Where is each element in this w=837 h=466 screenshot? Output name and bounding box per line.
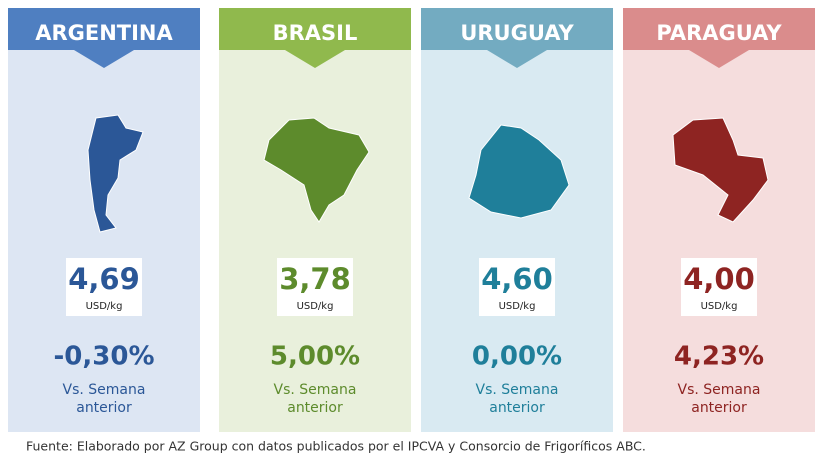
change-caption: anterior — [287, 400, 343, 416]
card-background — [623, 8, 815, 432]
price-value: 4,60 — [481, 262, 553, 296]
change-caption: anterior — [489, 400, 545, 416]
weekly-change: 5,00% — [270, 342, 360, 372]
country-map — [672, 117, 769, 223]
card-header — [8, 8, 200, 68]
card-header — [421, 8, 613, 68]
country-name: PARAGUAY — [656, 21, 782, 45]
country-name: URUGUAY — [460, 21, 574, 45]
weekly-change: -0,30% — [54, 342, 155, 372]
card-background — [421, 8, 613, 432]
country-card: PARAGUAY 4,00 USD/kg 4,23% Vs. Semana anterio… — [623, 8, 815, 432]
weekly-change: 4,23% — [674, 342, 764, 372]
card-header — [623, 8, 815, 68]
change-caption: anterior — [691, 400, 747, 416]
change-caption: anterior — [76, 400, 132, 416]
country-card: URUGUAY 4,60 USD/kg 0,00% Vs. Semana anterior — [421, 8, 613, 432]
weekly-change: 0,00% — [472, 342, 562, 372]
country-map — [87, 114, 144, 233]
country-card: ARGENTINA 4,69 USD/kg -0,30% Vs. Semana anter… — [8, 8, 200, 432]
change-caption: Vs. Semana — [63, 382, 146, 398]
price-unit: USD/kg — [701, 301, 738, 312]
price-unit: USD/kg — [499, 301, 536, 312]
change-caption: Vs. Semana — [274, 382, 357, 398]
price-unit: USD/kg — [86, 301, 123, 312]
price-box — [479, 258, 555, 316]
country-name: ARGENTINA — [35, 21, 173, 45]
card-background — [219, 8, 411, 432]
card-header — [219, 8, 411, 68]
price-box — [66, 258, 142, 316]
change-caption: Vs. Semana — [476, 382, 559, 398]
country-map — [468, 124, 570, 219]
source-note: Fuente: Elaborado por AZ Group con datos… — [26, 439, 646, 454]
price-value: 3,78 — [279, 262, 351, 296]
price-box — [681, 258, 757, 316]
price-unit: USD/kg — [297, 301, 334, 312]
price-value: 4,69 — [68, 262, 140, 296]
country-name: BRASIL — [273, 21, 358, 45]
price-value: 4,00 — [683, 262, 755, 296]
change-caption: Vs. Semana — [678, 382, 761, 398]
country-card: BRASIL 3,78 USD/kg 5,00% Vs. Semana anterior — [219, 8, 411, 432]
price-box — [277, 258, 353, 316]
country-map — [263, 117, 370, 223]
